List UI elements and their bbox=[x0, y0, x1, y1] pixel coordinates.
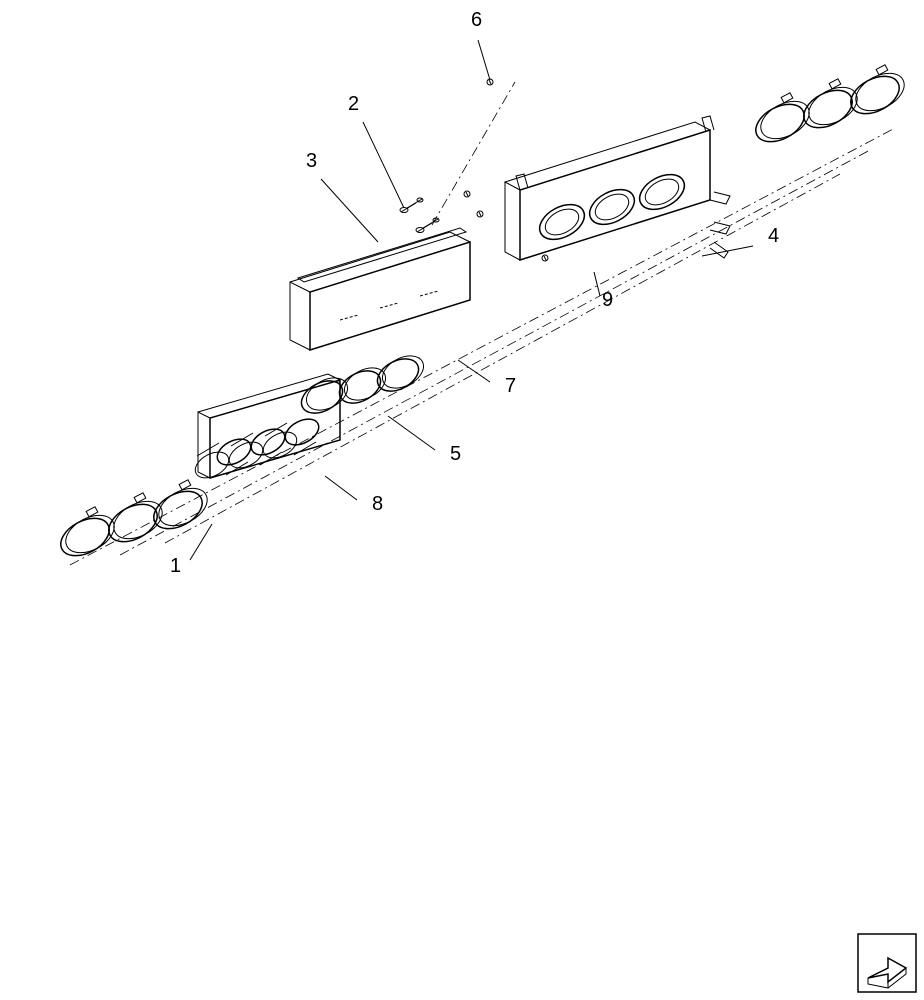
bracket-left bbox=[191, 374, 340, 483]
bolt-0 bbox=[400, 198, 423, 213]
screw-2 bbox=[477, 211, 483, 217]
callout-8: 8 bbox=[325, 476, 383, 515]
callout-label-5: 5 bbox=[450, 443, 461, 465]
housing-right bbox=[505, 116, 730, 260]
screw-3 bbox=[542, 255, 548, 261]
callout-label-4: 4 bbox=[768, 225, 779, 247]
exploded-diagram: 1 2 3 4 5 6 7 8 9 bbox=[0, 0, 924, 1000]
callout-label-2: 2 bbox=[348, 93, 359, 115]
callout-4: 4 bbox=[702, 225, 779, 256]
assembly-axis-1 bbox=[120, 150, 870, 555]
callout-1: 1 bbox=[170, 524, 212, 577]
clamp-right-2 bbox=[845, 65, 911, 122]
callout-label-7: 7 bbox=[505, 375, 516, 397]
gasket-2 bbox=[372, 349, 429, 397]
callout-9: 9 bbox=[594, 272, 613, 311]
shroud-panel bbox=[290, 228, 470, 350]
assembly-axis-2 bbox=[165, 174, 840, 543]
callout-label-6: 6 bbox=[471, 9, 482, 31]
callout-3: 3 bbox=[306, 150, 378, 242]
assembly-axis-3 bbox=[432, 82, 515, 225]
clamp-left-1 bbox=[103, 493, 169, 550]
screw-1 bbox=[464, 191, 470, 197]
callout-label-1: 1 bbox=[170, 555, 181, 577]
callout-label-9: 9 bbox=[602, 289, 613, 311]
bolt-1 bbox=[416, 218, 439, 233]
assembly-axis-0 bbox=[70, 128, 895, 565]
clamp-left-2 bbox=[148, 480, 214, 537]
callout-5: 5 bbox=[388, 416, 461, 465]
gasket-0 bbox=[296, 371, 353, 419]
callout-6: 6 bbox=[471, 9, 490, 80]
callout-label-8: 8 bbox=[372, 493, 383, 515]
callout-label-3: 3 bbox=[306, 150, 317, 172]
clamp-right-1 bbox=[798, 79, 864, 136]
orientation-icon bbox=[858, 934, 916, 992]
callout-2: 2 bbox=[348, 93, 404, 208]
